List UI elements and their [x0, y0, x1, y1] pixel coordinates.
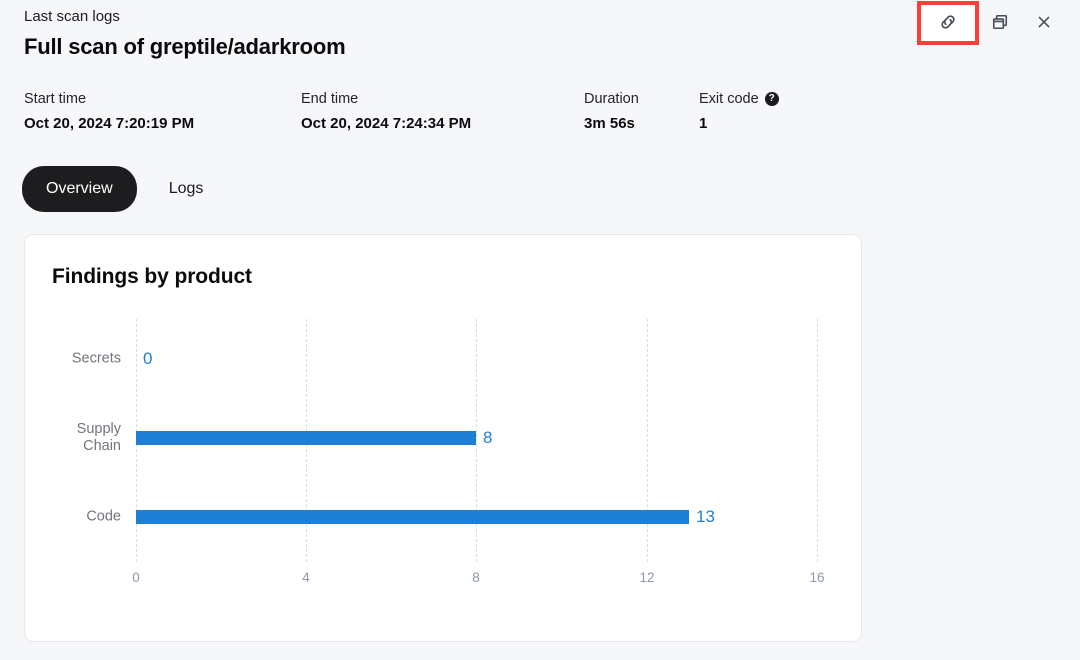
meta-exit-code-label-text: Exit code: [699, 91, 759, 107]
scan-meta-row: Start time Oct 20, 2024 7:20:19 PM End t…: [24, 88, 779, 136]
xtick-label: 16: [809, 570, 825, 585]
page-header: Last scan logs Full scan of greptile/ada…: [24, 6, 880, 62]
meta-exit-code-value: 1: [699, 115, 708, 132]
bar-value-secrets: 0: [143, 349, 153, 368]
meta-end-time-value: Oct 20, 2024 7:24:34 PM: [301, 115, 472, 132]
restore-window-button[interactable]: [980, 3, 1020, 43]
bar-supply-chain: [136, 431, 476, 445]
tab-logs[interactable]: Logs: [145, 166, 228, 212]
card-title: Findings by product: [52, 265, 252, 288]
bar-value-code: 13: [696, 507, 715, 526]
tab-overview[interactable]: Overview: [22, 166, 137, 212]
gridline-16: [817, 319, 818, 562]
xtick-label: 8: [472, 570, 480, 585]
bar-value-supply-chain: 8: [483, 428, 493, 447]
help-icon[interactable]: ?: [764, 92, 779, 106]
meta-start-time-value: Oct 20, 2024 7:20:19 PM: [24, 115, 195, 132]
chart-plot-area: 0 4 8 12 16 Secrets 0 Supply Chain 8 Cod…: [72, 319, 825, 585]
xtick-label: 0: [132, 570, 140, 585]
breadcrumb: Last scan logs: [24, 8, 120, 25]
meta-start-time: Start time Oct 20, 2024 7:20:19 PM: [24, 88, 301, 136]
close-icon: [1034, 12, 1054, 35]
meta-end-time-label: End time: [301, 91, 359, 107]
findings-by-product-card: Findings by product 0 4 8 12 16 Secrets …: [24, 234, 862, 642]
copy-link-button[interactable]: [917, 1, 979, 45]
tab-bar: Overview Logs: [22, 166, 227, 212]
category-label-code: Code: [86, 508, 121, 525]
bar-code: [136, 510, 689, 524]
gridline-12: [647, 319, 648, 562]
close-button[interactable]: [1024, 3, 1064, 43]
xtick-label: 12: [639, 570, 655, 585]
meta-exit-code: Exit code ? 1: [699, 88, 779, 136]
meta-duration: Duration 3m 56s: [584, 88, 699, 136]
meta-start-time-label: Start time: [24, 91, 87, 107]
meta-end-time: End time Oct 20, 2024 7:24:34 PM: [301, 88, 584, 136]
link-icon: [937, 11, 959, 36]
category-label-secrets: Secrets: [71, 350, 121, 367]
meta-duration-value: 3m 56s: [584, 115, 635, 132]
meta-duration-label: Duration: [584, 91, 639, 107]
meta-exit-code-label: Exit code ?: [699, 88, 779, 110]
category-label-supply-chain: Supply Chain: [76, 421, 121, 454]
gridline-8: [476, 319, 477, 562]
window-controls: [917, 0, 1080, 46]
xtick-label: 4: [302, 570, 310, 585]
findings-bar-chart: 0 4 8 12 16 Secrets 0 Supply Chain 8 Cod…: [25, 235, 863, 643]
page-title: Full scan of greptile/adarkroom: [24, 34, 346, 59]
window-restore-icon: [990, 12, 1010, 35]
